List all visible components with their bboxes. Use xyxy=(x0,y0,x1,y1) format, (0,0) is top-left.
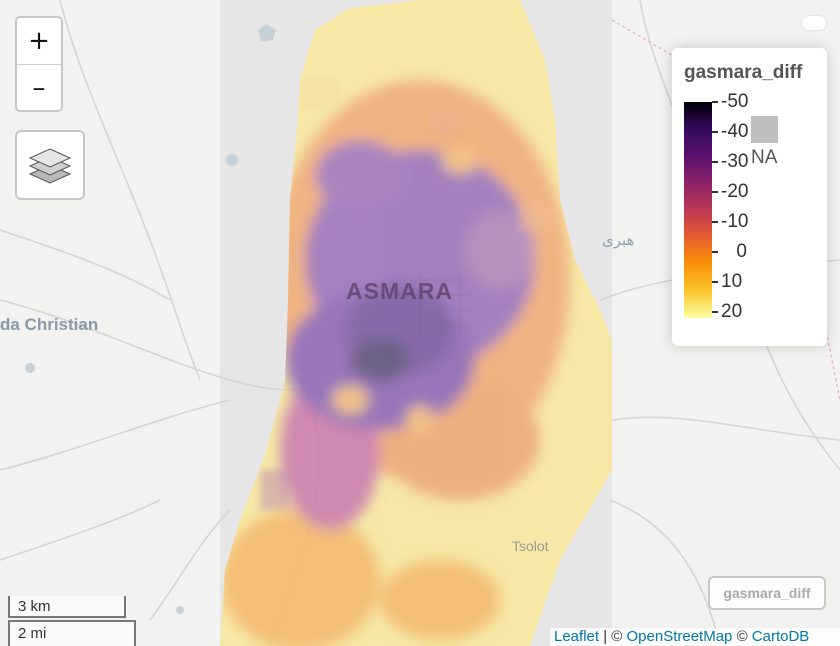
legend-tick: 10 xyxy=(712,271,742,292)
arabic-label: هبرى xyxy=(602,231,635,249)
water xyxy=(25,24,276,614)
layers-icon xyxy=(28,148,72,184)
layers-button[interactable] xyxy=(15,130,85,200)
scale-bar-km: 3 km xyxy=(8,596,126,618)
legend-tick: 20 xyxy=(712,301,742,322)
carto-link[interactable]: CartoDB xyxy=(751,628,810,645)
zoom-out-button[interactable]: – xyxy=(17,64,61,110)
osm-link[interactable]: OpenStreetMap xyxy=(626,628,733,645)
legend-tick: 0 xyxy=(712,241,747,262)
attribution-sep: | © xyxy=(599,628,627,645)
town-label-south: Tsolot xyxy=(512,538,549,554)
zoom-in-button[interactable]: + xyxy=(28,26,50,56)
city-blocks xyxy=(410,275,470,335)
legend-title: gasmara_diff xyxy=(684,62,803,83)
legend-na-swatch xyxy=(751,116,778,143)
raster-layer xyxy=(220,0,612,646)
legend: gasmara_diff -50 -40 -30 -20 -10 0 10 20… xyxy=(672,48,827,346)
layer-name-badge[interactable]: gasmara_diff xyxy=(708,576,826,610)
legend-tick: -40 xyxy=(712,121,748,142)
legend-colorbar xyxy=(684,102,712,318)
legend-tick: -20 xyxy=(712,181,748,202)
legend-na-label: NA xyxy=(751,147,778,168)
town-label-west: da Christian xyxy=(0,315,99,334)
zoom-control: + – xyxy=(15,16,63,112)
scale-bar-mi: 2 mi xyxy=(8,620,136,646)
top-right-toggle[interactable] xyxy=(802,16,826,30)
city-label: ASMARA xyxy=(346,278,453,304)
leaflet-link[interactable]: Leaflet xyxy=(554,628,600,645)
legend-tick: -50 xyxy=(712,91,748,112)
legend-tick: -10 xyxy=(712,211,748,232)
attribution: Leaflet | © OpenStreetMap © CartoDB xyxy=(550,628,840,646)
legend-tick: -30 xyxy=(712,151,748,172)
legend-ticks: -50 -40 -30 -20 -10 0 10 20 xyxy=(712,91,792,322)
attribution-sep: © xyxy=(732,628,752,645)
